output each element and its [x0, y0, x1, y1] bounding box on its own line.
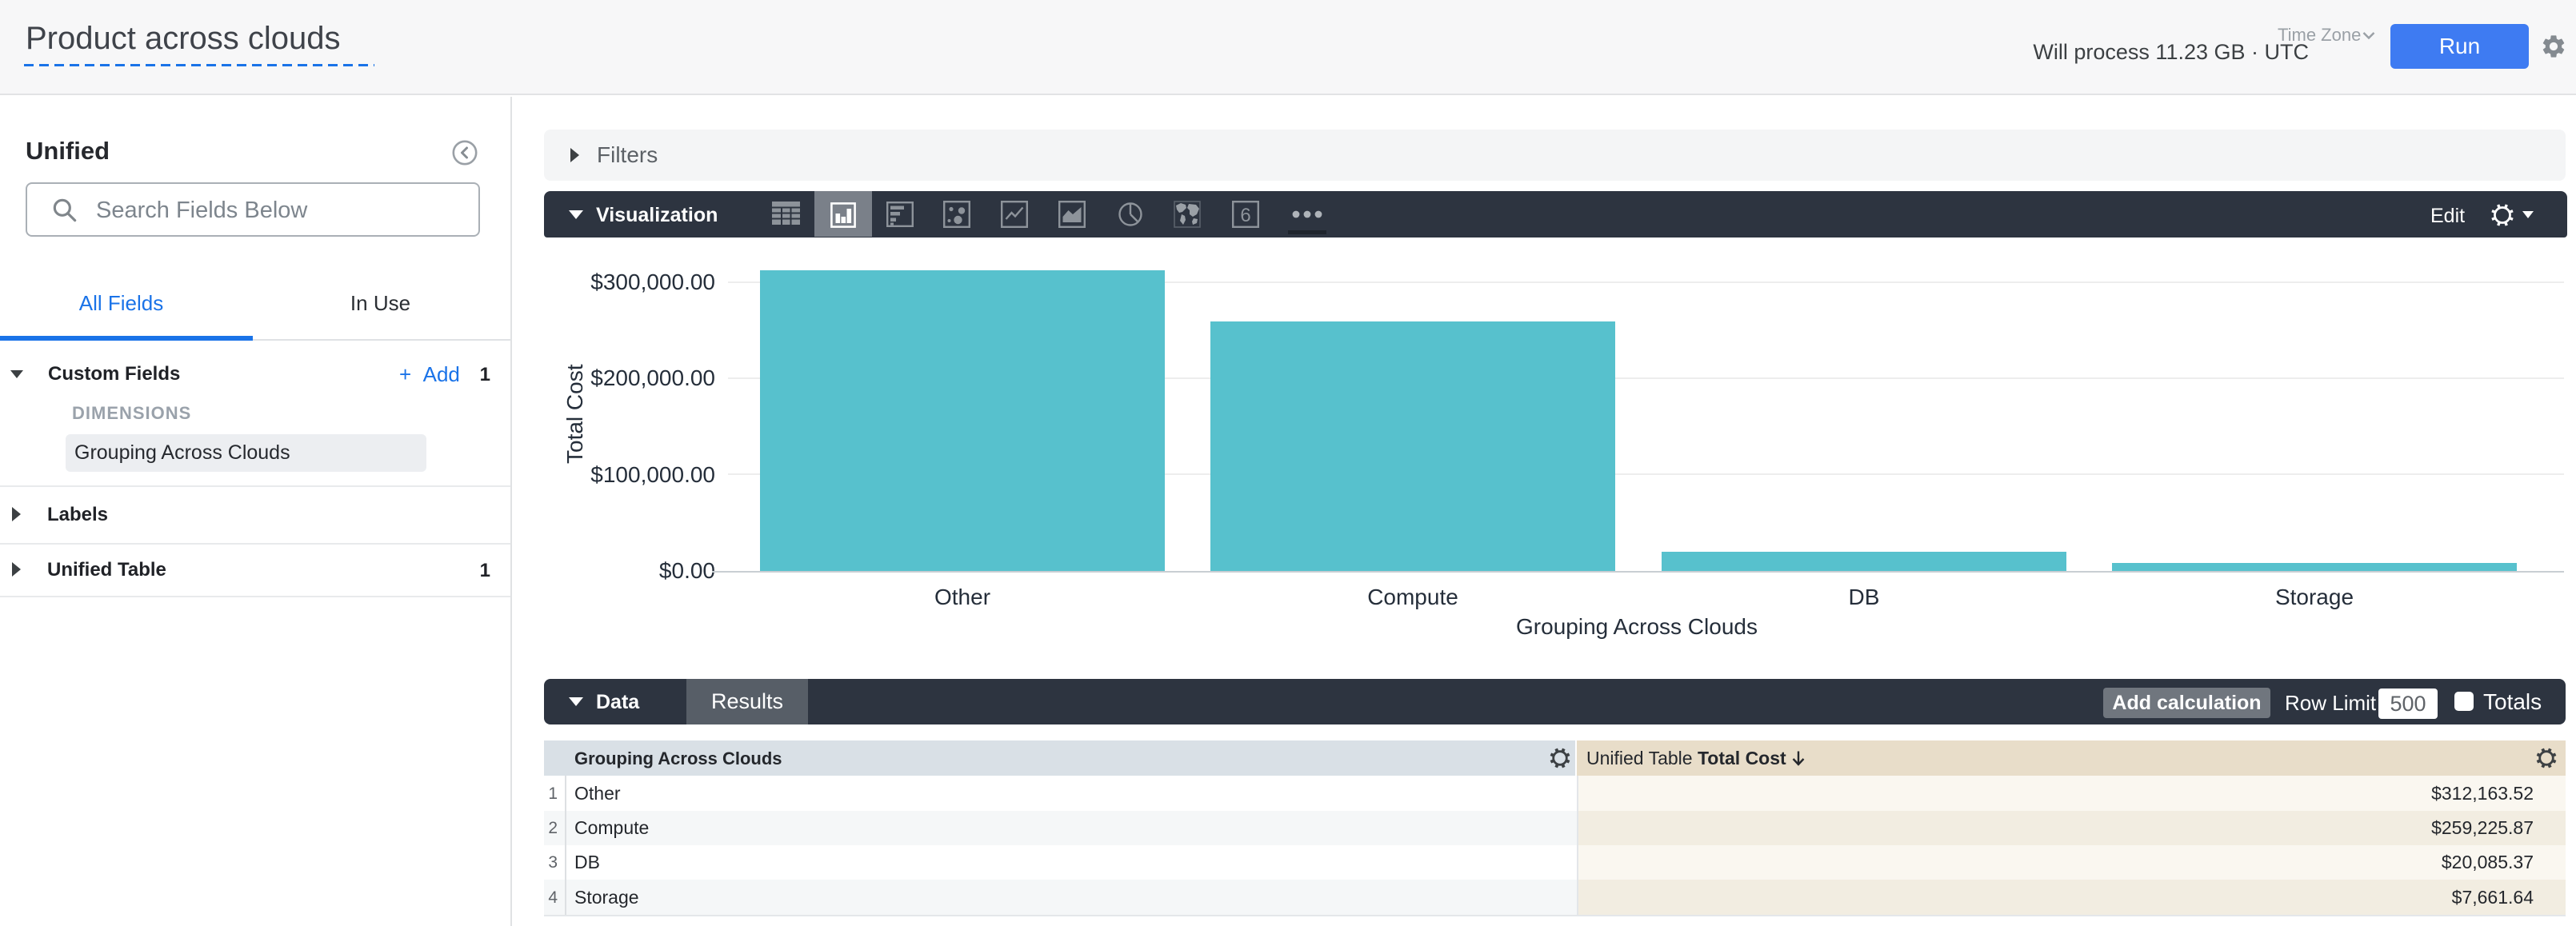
svg-text:6: 6: [1240, 205, 1250, 226]
